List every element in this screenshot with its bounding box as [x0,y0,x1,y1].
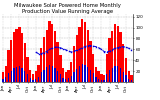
Bar [84,22,86,82]
Bar [123,72,124,82]
Bar [8,73,9,82]
Bar [16,67,17,82]
Bar [41,72,42,82]
Bar [13,32,15,82]
Bar [32,80,34,82]
Bar [106,54,108,82]
Bar [2,72,4,82]
Bar [54,68,56,82]
Bar [109,70,110,82]
Bar [70,62,72,82]
Bar [40,48,42,82]
Bar [112,68,113,82]
Bar [4,66,7,82]
Bar [100,74,103,82]
Bar [11,71,12,82]
Bar [125,75,127,82]
Bar [119,32,122,82]
Bar [52,66,53,82]
Bar [78,27,81,82]
Bar [62,68,64,82]
Bar [95,67,97,82]
Bar [65,79,66,82]
Bar [98,79,99,82]
Bar [71,76,72,82]
Text: Milwaukee Solar Powered Home Monthly Production Value Running Average: Milwaukee Solar Powered Home Monthly Pro… [14,3,121,14]
Bar [108,38,111,82]
Bar [51,24,53,82]
Bar [46,30,48,82]
Bar [125,58,127,82]
Bar [82,64,83,82]
Bar [97,71,100,82]
Bar [38,77,39,82]
Bar [43,70,45,82]
Bar [68,78,69,82]
Bar [16,29,18,82]
Bar [67,70,70,82]
Bar [62,78,64,82]
Bar [57,71,58,82]
Bar [128,79,129,82]
Bar [92,54,94,82]
Bar [117,66,118,82]
Bar [2,79,4,82]
Bar [56,42,59,82]
Bar [7,50,10,82]
Bar [48,21,51,82]
Bar [43,37,45,82]
Bar [18,26,20,82]
Bar [21,33,23,82]
Bar [59,55,62,82]
Bar [103,76,105,82]
Bar [21,68,23,82]
Bar [13,68,15,82]
Bar [19,66,20,82]
Bar [76,69,77,82]
Bar [35,79,36,82]
Bar [104,80,105,82]
Bar [73,46,75,82]
Bar [106,74,108,82]
Bar [120,68,121,82]
Bar [24,71,25,82]
Bar [46,67,47,82]
Bar [90,70,91,82]
Bar [130,75,133,82]
Bar [73,72,75,82]
Bar [79,66,80,82]
Bar [10,40,12,82]
Bar [131,80,132,82]
Bar [111,31,113,82]
Bar [114,24,116,82]
Bar [65,72,67,82]
Bar [32,74,34,82]
Bar [5,77,6,82]
Bar [84,65,86,82]
Bar [128,71,130,82]
Bar [60,74,61,82]
Bar [92,73,94,82]
Bar [49,65,50,82]
Bar [26,57,29,82]
Bar [101,80,102,82]
Bar [89,41,92,82]
Bar [117,26,119,82]
Bar [54,31,56,82]
Bar [24,43,26,82]
Bar [95,77,96,82]
Bar [122,44,124,82]
Bar [76,35,78,82]
Bar [87,30,89,82]
Bar [27,74,28,82]
Bar [29,70,32,82]
Bar [35,71,37,82]
Bar [37,65,40,82]
Bar [114,66,116,82]
Bar [30,78,31,82]
Bar [87,67,88,82]
Bar [81,19,83,82]
